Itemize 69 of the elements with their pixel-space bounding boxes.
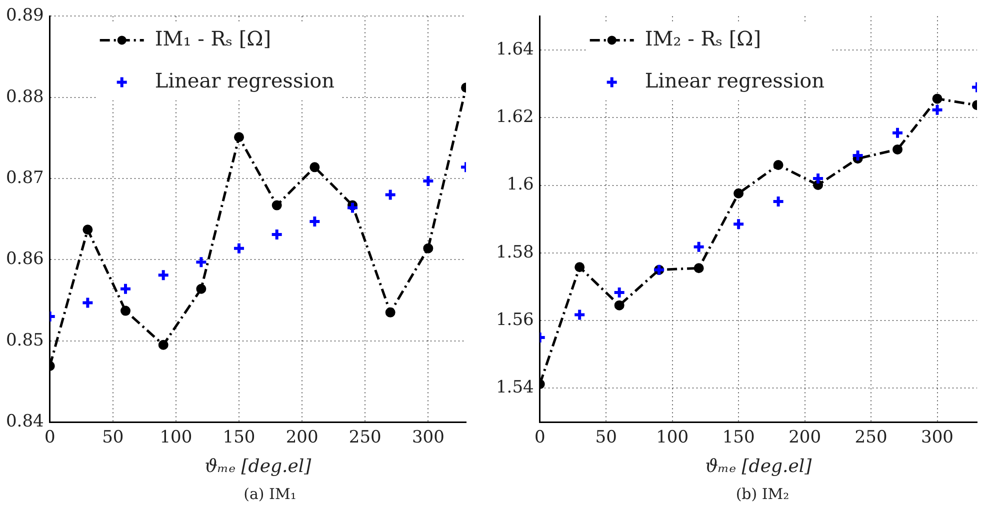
point [892, 144, 903, 154]
point [851, 149, 864, 162]
point [574, 262, 585, 272]
y-tick-label: 0.87 [6, 168, 44, 188]
y-tick-label: 0.85 [6, 330, 44, 350]
point [812, 172, 825, 186]
point [423, 243, 434, 254]
point [734, 188, 744, 198]
point [732, 218, 746, 231]
y-tick-label: 0.86 [6, 249, 44, 270]
x-tick-label: 200 [788, 428, 822, 448]
point [384, 188, 397, 202]
point [308, 215, 322, 228]
x-tick-label: 0 [534, 428, 546, 448]
y-tick-label: 1.54 [496, 378, 534, 398]
point [120, 306, 131, 316]
point [158, 340, 168, 350]
point [385, 307, 396, 318]
y-tick-label: 1.58 [496, 242, 534, 262]
legend-label: IM₁ - Rₛ [Ω] [154, 26, 272, 50]
point [196, 284, 206, 294]
y-tick-label: 1.56 [496, 310, 534, 330]
x-tick-label: 250 [348, 428, 382, 448]
point [772, 195, 785, 208]
y-tick-label: 1.6 [506, 174, 534, 195]
x-tick-label: 250 [854, 428, 888, 448]
x-axis-title: ϑₘₑ [deg.el] [705, 456, 813, 477]
point [932, 94, 942, 104]
y-tick-label: 0.84 [6, 411, 44, 432]
point [891, 126, 904, 140]
point [573, 308, 586, 322]
y-tick-label: 1.62 [496, 107, 534, 128]
point [310, 162, 320, 172]
text: (b) IM₂ [734, 485, 790, 503]
point [194, 256, 208, 269]
legend-label: Linear regression [644, 68, 825, 92]
x-tick-label: 100 [160, 428, 192, 448]
point [81, 296, 94, 310]
x-tick-label: 200 [286, 428, 318, 448]
y-tick-label: 0.89 [6, 6, 44, 26]
x-axis-title: ϑₘₑ [deg.el] [204, 456, 312, 477]
x-tick-label: 150 [222, 428, 256, 448]
point [773, 160, 784, 170]
point [82, 224, 93, 235]
point [422, 174, 435, 188]
x-tick-label: 0 [44, 428, 56, 448]
point [346, 201, 360, 214]
legend-label: Linear regression [154, 68, 335, 92]
point [694, 263, 704, 274]
point [272, 200, 282, 210]
point [232, 242, 246, 255]
point [270, 228, 284, 242]
point [614, 300, 624, 310]
text: (a) IM₁ [242, 485, 298, 503]
x-tick-label: 300 [921, 428, 954, 448]
point [156, 268, 170, 282]
x-tick-label: 300 [412, 428, 444, 448]
point [612, 286, 626, 299]
y-tick-label: 0.88 [6, 86, 44, 107]
point [234, 132, 244, 142]
legend-label: IM₂ - Rₛ [Ω] [644, 26, 762, 50]
x-tick-label: 50 [102, 428, 124, 448]
x-tick-label: 50 [595, 428, 617, 448]
point [119, 282, 132, 296]
x-tick-label: 150 [722, 428, 755, 448]
x-tick-label: 100 [656, 428, 689, 448]
point [692, 240, 706, 254]
y-tick-label: 1.64 [496, 39, 534, 60]
point [930, 103, 944, 116]
